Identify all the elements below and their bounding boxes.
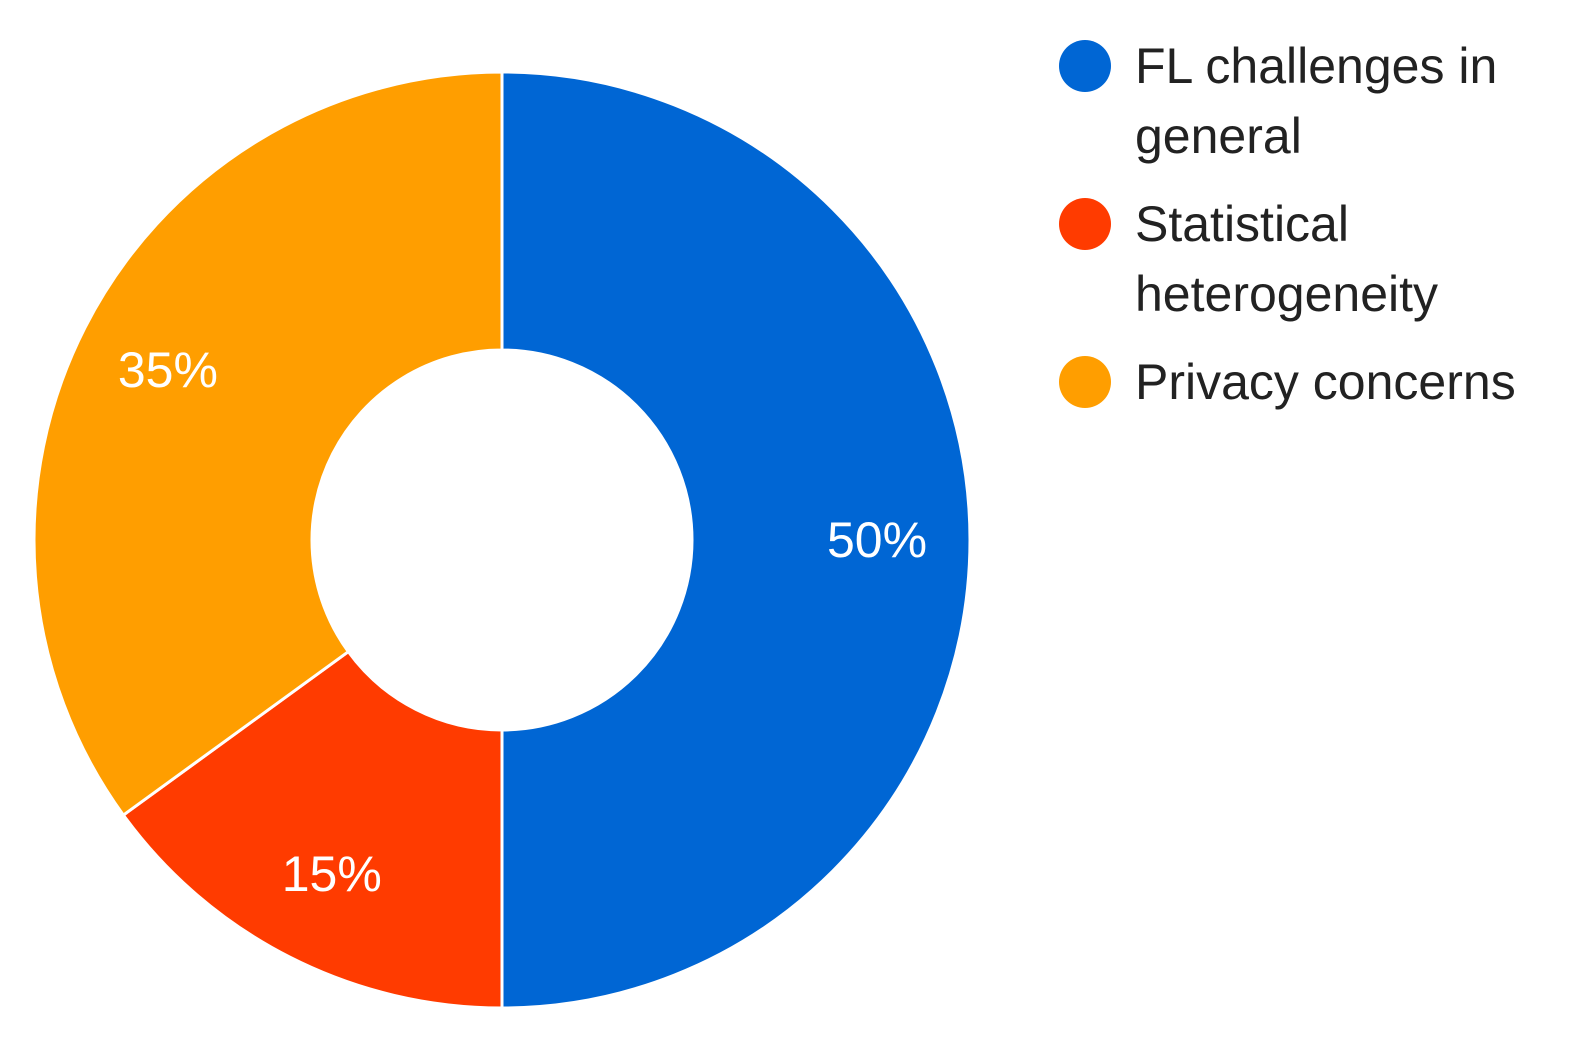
legend-marker-fl-challenges-in-general (1059, 40, 1111, 92)
legend-marker-statistical-heterogeneity (1059, 198, 1111, 250)
donut-slices (32, 70, 972, 1010)
legend-label-statistical-heterogeneity: Statistical heterogeneity (1135, 196, 1438, 322)
slice-privacy-concerns (32, 70, 504, 818)
chart-legend: FL challenges in general Statistical hetero… (1059, 38, 1516, 410)
legend-label-privacy-concerns: Privacy concerns (1135, 354, 1516, 410)
slice-label-fl-challenges-in-general: 50% (827, 512, 927, 568)
slice-labels: 50% 15% 35% (118, 342, 927, 902)
slice-fl-challenges-in-general (500, 70, 972, 1010)
slice-label-statistical-heterogeneity: 15% (282, 846, 382, 902)
slice-label-privacy-concerns: 35% (118, 342, 218, 398)
legend-marker-privacy-concerns (1059, 356, 1111, 408)
legend-label-fl-challenges-in-general: FL challenges in general (1135, 38, 1497, 164)
slice-statistical-heterogeneity (121, 649, 504, 1010)
